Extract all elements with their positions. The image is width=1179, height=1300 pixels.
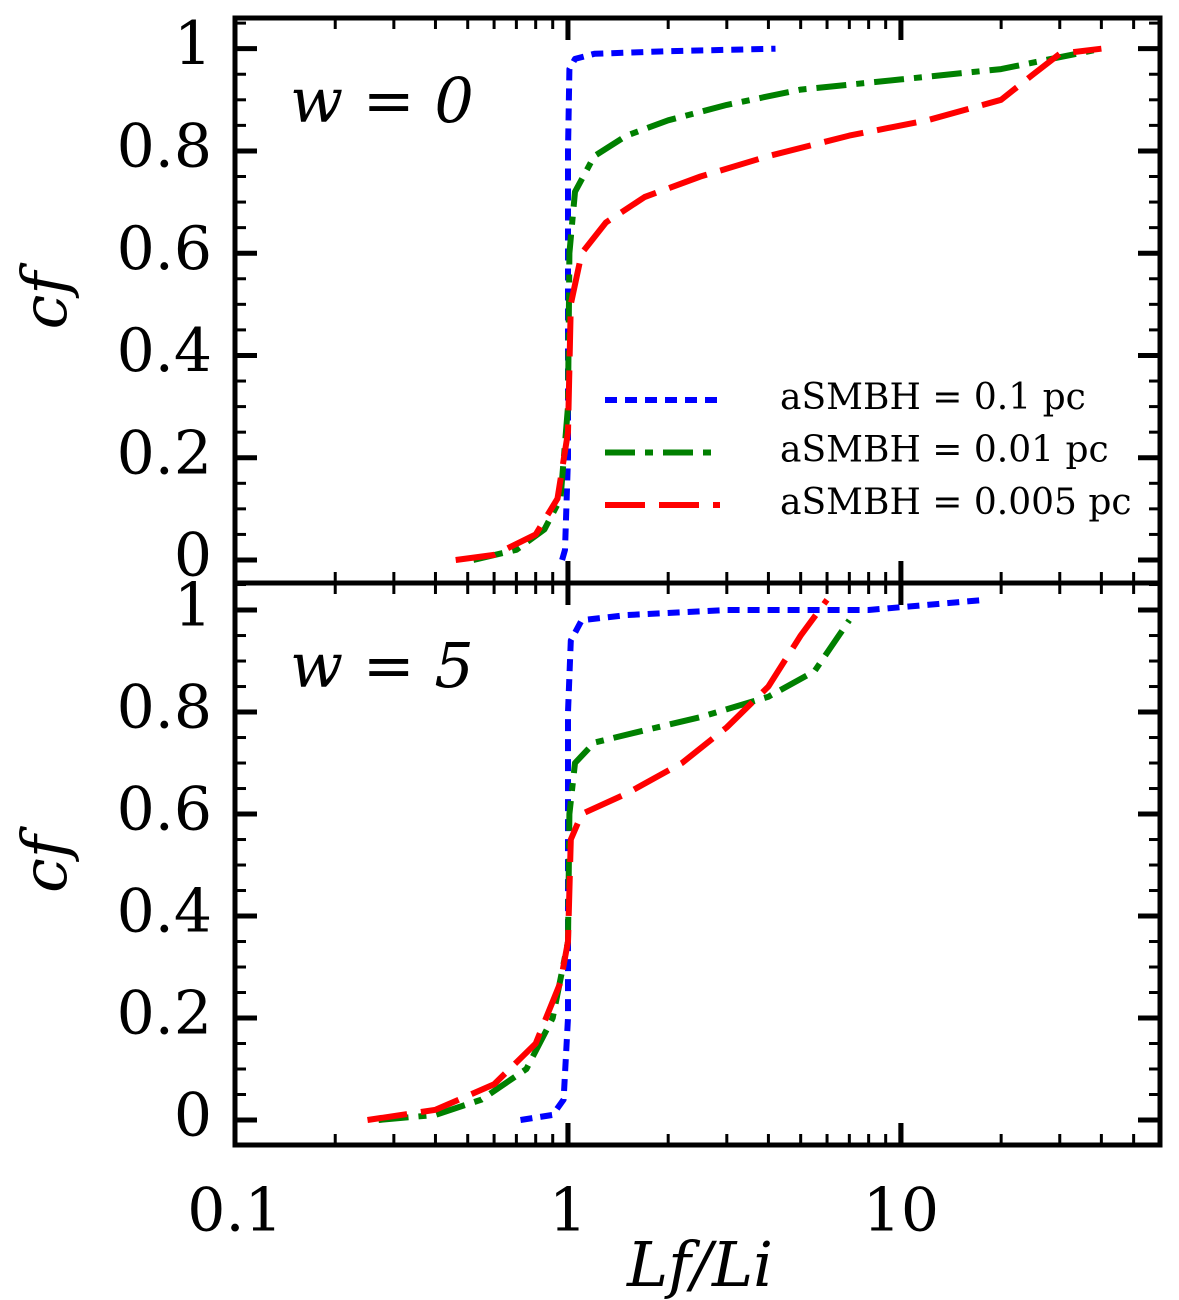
series-line — [559, 45, 776, 561]
y-tick-label: 0.4 — [117, 316, 212, 386]
x-tick-label: 1 — [549, 1176, 587, 1246]
y-tick-label: 0.4 — [117, 877, 212, 947]
y-tick-label: 1 — [174, 9, 212, 79]
y-tick-label: 0.6 — [117, 775, 212, 845]
series-line — [367, 598, 830, 1123]
series-line — [455, 45, 1102, 563]
x-tick-label: 10 — [863, 1176, 939, 1246]
series-line — [520, 596, 987, 1123]
y-tick-label: 1 — [174, 571, 212, 641]
legend-label: aSMBH = 0.1 pc — [780, 377, 1086, 418]
y-tick-label: 0.2 — [117, 418, 212, 488]
y-tick-label: 0.2 — [117, 979, 212, 1049]
legend-label: aSMBH = 0.01 pc — [780, 430, 1109, 471]
y-tick-label: 0 — [174, 521, 212, 591]
legend-label: aSMBH = 0.005 pc — [780, 482, 1132, 523]
plot-frame — [232, 580, 1163, 1148]
x-tick-label: 0.1 — [187, 1176, 282, 1246]
x-axis-label: Lf/Li — [626, 1228, 773, 1300]
y-tick-label: 0.8 — [117, 112, 212, 182]
y-tick-label: 0 — [174, 1081, 212, 1151]
series-line — [378, 618, 852, 1123]
annotation: w = 0 — [290, 64, 474, 137]
y-tick-label: 0.6 — [117, 214, 212, 284]
y-tick-label: 0.8 — [117, 673, 212, 743]
annotation: w = 5 — [290, 629, 474, 702]
y-axis-label: cf — [8, 825, 81, 893]
y-axis-label: cf — [8, 262, 81, 330]
